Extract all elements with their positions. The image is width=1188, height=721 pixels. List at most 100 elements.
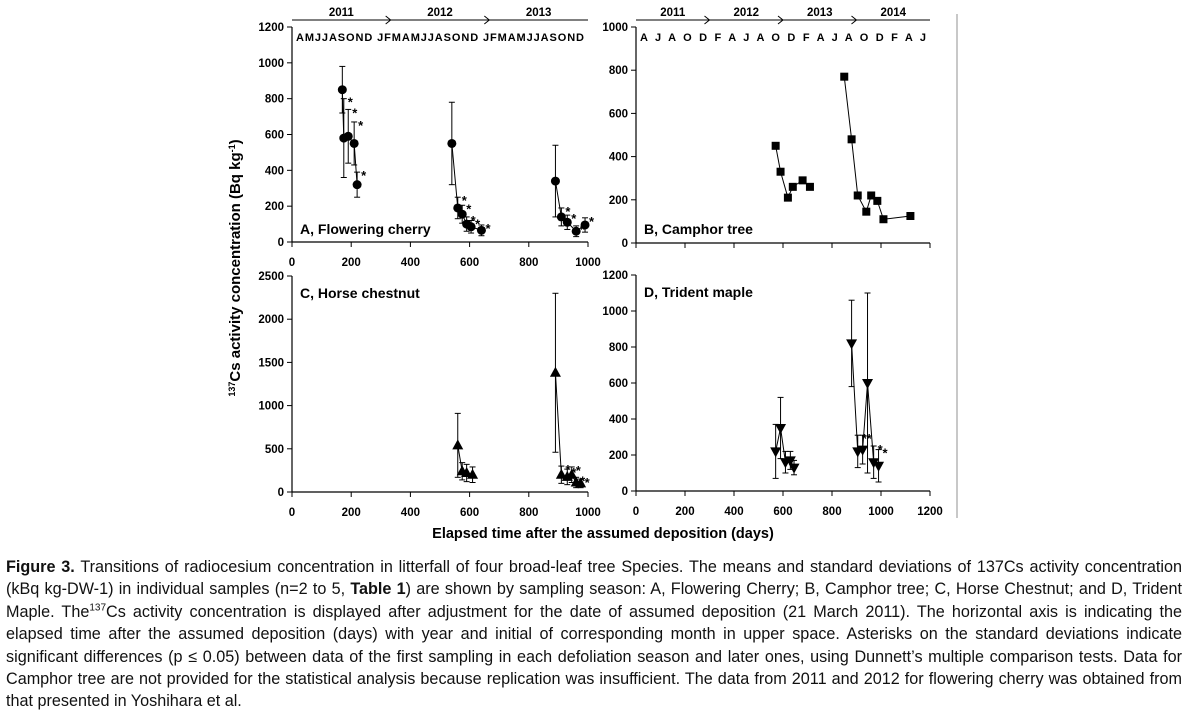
y-tick-label: 800 bbox=[609, 65, 628, 77]
y-tick-label: 1000 bbox=[602, 22, 628, 34]
data-point bbox=[556, 212, 566, 222]
significance-asterisk: * bbox=[867, 431, 873, 446]
top-axis-arrow bbox=[385, 15, 392, 25]
y-tick-label: 800 bbox=[609, 342, 628, 354]
data-point bbox=[447, 138, 457, 148]
top-axis-month-initials: A J A O D F A J A O D F A J A O D F A J bbox=[640, 32, 926, 44]
significance-asterisk: * bbox=[589, 214, 595, 229]
y-tick-label: 2000 bbox=[258, 314, 284, 326]
significance-asterisk: * bbox=[348, 95, 354, 110]
x-tick-label: 0 bbox=[289, 507, 295, 519]
figure-caption: Figure 3. Transitions of radiocesium con… bbox=[6, 556, 1182, 713]
x-tick-label: 800 bbox=[519, 507, 538, 519]
top-axis-arrow bbox=[704, 15, 711, 25]
caption-text-part3: Cs activity concentration is displayed a… bbox=[6, 602, 1182, 711]
y-tick-label: 1200 bbox=[258, 22, 284, 34]
significance-asterisk: * bbox=[571, 465, 577, 480]
data-point bbox=[452, 439, 464, 450]
top-axis-year-label: 2012 bbox=[427, 7, 453, 19]
x-tick-label: 0 bbox=[289, 257, 295, 269]
data-point bbox=[775, 424, 787, 434]
data-point bbox=[783, 193, 792, 202]
y-tick-label: 1500 bbox=[258, 357, 284, 369]
significance-asterisk: * bbox=[466, 201, 472, 216]
panel-c: 0 500 1000 1500 2000 2500 0 200 400 600 800 1000 C, … bbox=[258, 271, 600, 519]
x-axis-label: Elapsed time after the assumed depositio… bbox=[432, 526, 774, 542]
y-tick-label: 600 bbox=[265, 130, 284, 142]
y-tick-label: 800 bbox=[265, 94, 284, 106]
data-point bbox=[349, 138, 359, 148]
data-point bbox=[549, 366, 561, 377]
x-tick-label: 400 bbox=[401, 257, 420, 269]
x-tick-label: 800 bbox=[822, 506, 841, 518]
caption-text-part1: Transitions of radiocesium concentration… bbox=[6, 558, 1182, 599]
top-axis-month-initials: AMJJASOND JFMAMJJASOND JFMAMJJASOND bbox=[296, 32, 584, 44]
top-axis-year-label: 2012 bbox=[733, 7, 759, 19]
data-point bbox=[776, 167, 785, 176]
top-axis-year-label: 2014 bbox=[880, 7, 906, 19]
significance-asterisk: * bbox=[475, 217, 481, 232]
data-point bbox=[788, 463, 800, 474]
x-tick-label: 1000 bbox=[575, 507, 601, 519]
data-point bbox=[466, 222, 476, 232]
caption-table-link[interactable]: Table 1 bbox=[350, 580, 406, 599]
panels-group: 0 200 400 600 800 1000 1200 0 200 400 600 800 1000 20… bbox=[258, 7, 942, 519]
significance-asterisk: * bbox=[571, 211, 577, 226]
y-tick-label: 500 bbox=[265, 444, 284, 456]
significance-asterisk: * bbox=[576, 463, 582, 478]
figure-3-chart: 0 200 400 600 800 1000 1200 0 200 400 600 800 1000 20… bbox=[227, 7, 958, 542]
data-point bbox=[805, 182, 814, 191]
data-point bbox=[879, 215, 888, 224]
data-point bbox=[857, 445, 869, 456]
caption-figure-label: Figure 3. bbox=[6, 558, 75, 576]
data-point bbox=[562, 217, 572, 227]
panel-title: C, Horse chestnut bbox=[300, 285, 420, 301]
x-tick-label: 400 bbox=[724, 506, 743, 518]
data-point bbox=[906, 212, 915, 220]
top-axis-year-label: 2013 bbox=[526, 7, 552, 19]
y-tick-label: 200 bbox=[609, 195, 628, 207]
data-point bbox=[862, 207, 871, 216]
data-point bbox=[580, 220, 590, 230]
top-axis-year-label: 2011 bbox=[329, 7, 355, 19]
data-point bbox=[784, 456, 796, 467]
data-point bbox=[550, 176, 560, 186]
y-tick-label: 400 bbox=[609, 414, 628, 426]
x-tick-label: 800 bbox=[519, 257, 538, 269]
data-point bbox=[770, 447, 782, 458]
panel-a: 0 200 400 600 800 1000 1200 0 200 400 600 800 1000 20… bbox=[258, 7, 600, 269]
data-point bbox=[862, 379, 874, 389]
y-tick-label: 1200 bbox=[602, 270, 628, 282]
data-point bbox=[575, 477, 587, 488]
x-tick-label: 600 bbox=[460, 507, 479, 519]
caption-isotope-sup: 137 bbox=[89, 602, 107, 614]
top-axis-arrow bbox=[484, 15, 491, 25]
y-tick-label: 600 bbox=[609, 378, 628, 390]
data-point bbox=[847, 135, 856, 144]
significance-asterisk: * bbox=[580, 222, 586, 237]
x-tick-label: 200 bbox=[342, 257, 361, 269]
data-point bbox=[337, 85, 347, 95]
data-point bbox=[566, 468, 578, 479]
x-tick-label: 1000 bbox=[868, 506, 894, 518]
y-axis-label-end: ) bbox=[227, 139, 244, 144]
y-tick-label: 0 bbox=[278, 237, 284, 249]
x-tick-label: 200 bbox=[342, 507, 361, 519]
panel-b: 0 200 400 600 800 1000 2011 2012 2013 2014 A J A O… bbox=[602, 7, 931, 250]
data-point bbox=[853, 191, 862, 200]
y-tick-label: 1000 bbox=[258, 58, 284, 70]
data-point bbox=[467, 468, 479, 479]
top-axis-arrow bbox=[851, 15, 858, 25]
panel-title: D, Trident maple bbox=[644, 284, 753, 300]
y-axis-label-unit: -1 bbox=[227, 144, 237, 152]
y-tick-label: 200 bbox=[609, 450, 628, 462]
data-point bbox=[867, 191, 876, 200]
data-point bbox=[788, 182, 797, 191]
x-tick-label: 1200 bbox=[917, 506, 943, 518]
significance-asterisk: * bbox=[565, 204, 571, 219]
x-tick-label: 400 bbox=[401, 507, 420, 519]
y-tick-label: 0 bbox=[278, 487, 284, 499]
data-point bbox=[873, 461, 885, 472]
significance-asterisk: * bbox=[883, 446, 889, 461]
x-tick-label: 600 bbox=[460, 257, 479, 269]
